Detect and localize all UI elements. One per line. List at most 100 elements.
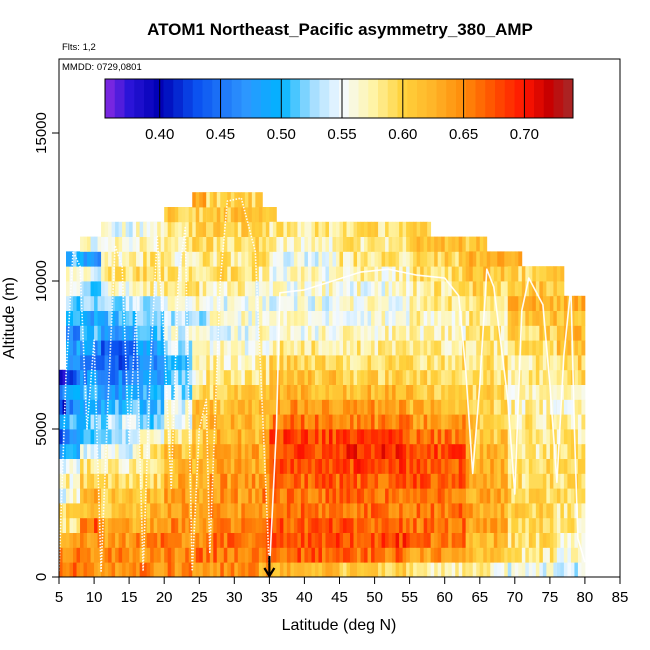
heatmap-cell: [174, 221, 179, 237]
heatmap-cell: [101, 281, 105, 297]
heatmap-cell: [181, 547, 186, 563]
heatmap-cell: [132, 281, 137, 297]
heatmap-cell: [94, 547, 98, 563]
heatmap-cell: [357, 488, 361, 504]
heatmap-cell: [343, 251, 347, 267]
heatmap-cell: [311, 310, 316, 326]
heatmap-cell: [409, 443, 414, 459]
heatmap-cell: [469, 310, 474, 326]
heatmap-cell: [437, 295, 442, 311]
heatmap-cell: [451, 443, 456, 459]
heatmap-cell: [385, 384, 389, 400]
heatmap-cell: [167, 369, 172, 385]
heatmap-cell: [297, 429, 302, 445]
heatmap-cell: [251, 236, 256, 252]
heatmap-cell: [328, 369, 333, 385]
heatmap-cell: [234, 443, 239, 459]
heatmap-cell: [293, 221, 298, 237]
heatmap-cell: [539, 562, 544, 578]
heatmap-cell: [223, 310, 228, 326]
heatmap-cell: [381, 503, 386, 519]
heatmap-cell: [434, 266, 439, 282]
heatmap-cell: [434, 443, 439, 459]
heatmap-cell: [59, 562, 63, 578]
heatmap-cell: [378, 310, 382, 326]
heatmap-cell: [465, 295, 470, 311]
heatmap-cell: [129, 236, 134, 252]
heatmap-cell: [321, 503, 326, 519]
heatmap-cell: [490, 281, 495, 297]
heatmap-cell: [279, 325, 284, 341]
heatmap-cell: [216, 547, 221, 563]
heatmap-cell: [111, 295, 116, 311]
heatmap-cell: [381, 399, 386, 415]
heatmap-cell: [325, 547, 330, 563]
heatmap-cell: [164, 429, 169, 445]
heatmap-cell: [94, 473, 98, 489]
heatmap-cell: [307, 295, 312, 311]
heatmap-cell: [209, 207, 214, 223]
heatmap-cell: [451, 384, 456, 400]
heatmap-cell: [139, 369, 144, 385]
heatmap-cell: [132, 266, 137, 282]
heatmap-cell: [160, 236, 165, 252]
heatmap-cell: [265, 532, 270, 548]
heatmap-cell: [195, 443, 200, 459]
heatmap-cell: [241, 207, 246, 223]
heatmap-cell: [237, 340, 242, 356]
heatmap-cell: [479, 369, 484, 385]
heatmap-cell: [479, 562, 484, 578]
heatmap-cell: [255, 517, 260, 533]
heatmap-cell: [553, 547, 558, 563]
heatmap-cell: [276, 414, 281, 430]
heatmap-cell: [167, 251, 172, 267]
heatmap-cell: [518, 547, 523, 563]
heatmap-cell: [486, 310, 491, 326]
heatmap-cell: [472, 295, 477, 311]
heatmap-cell: [381, 266, 386, 282]
heatmap-cell: [304, 429, 309, 445]
heatmap-cell: [237, 458, 242, 474]
heatmap-cell: [427, 517, 432, 533]
heatmap-cell: [388, 503, 393, 519]
heatmap-cell: [293, 236, 298, 252]
heatmap-cell: [385, 295, 389, 311]
heatmap-cell: [307, 384, 312, 400]
heatmap-cell: [94, 458, 98, 474]
heatmap-cell: [248, 532, 253, 548]
heatmap-cell: [83, 458, 88, 474]
heatmap-cell: [455, 340, 460, 356]
heatmap-cell: [244, 266, 249, 282]
heatmap-cell: [388, 251, 393, 267]
heatmap-cell: [472, 236, 477, 252]
heatmap-cell: [339, 532, 344, 548]
heatmap-cell: [258, 192, 263, 208]
heatmap-cell: [181, 443, 186, 459]
heatmap-cell: [455, 488, 460, 504]
heatmap-cell: [241, 340, 246, 356]
heatmap-cell: [59, 473, 63, 489]
heatmap-cell: [157, 517, 162, 533]
heatmap-cell: [430, 281, 435, 297]
heatmap-cell: [213, 266, 218, 282]
heatmap-cell: [497, 562, 502, 578]
heatmap-cell: [490, 325, 495, 341]
heatmap-cell: [244, 488, 249, 504]
heatmap-cell: [174, 517, 179, 533]
heatmap-cell: [290, 488, 295, 504]
heatmap-cell: [332, 503, 337, 519]
heatmap-cell: [136, 547, 141, 563]
heatmap-cell: [234, 473, 239, 489]
heatmap-cell: [209, 443, 214, 459]
heatmap-cell: [237, 207, 242, 223]
heatmap-cell: [164, 443, 169, 459]
heatmap-cell: [181, 266, 186, 282]
heatmap-cell: [174, 251, 179, 267]
heatmap-cell: [314, 310, 319, 326]
heatmap-cell: [399, 547, 404, 563]
heatmap-cell: [360, 517, 365, 533]
heatmap-cell: [490, 473, 495, 489]
heatmap-cell: [350, 384, 354, 400]
heatmap-cell: [300, 384, 305, 400]
heatmap-cell: [483, 562, 488, 578]
